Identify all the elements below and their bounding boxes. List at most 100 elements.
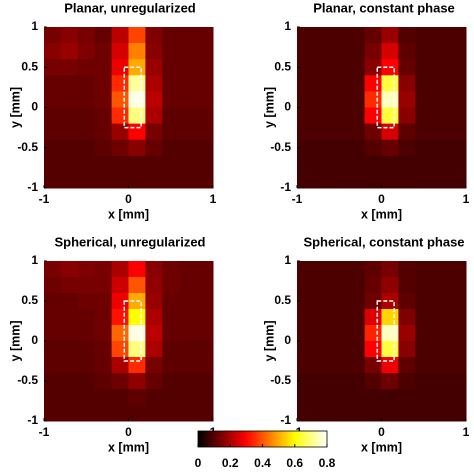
heatmap-cell <box>196 293 214 310</box>
heatmap-cell <box>381 171 399 189</box>
heatmap-cell <box>449 325 467 342</box>
heatmap-cell <box>44 59 62 76</box>
heatmap-cell <box>60 123 79 141</box>
heatmap-cell <box>449 123 467 141</box>
heatmap-cell <box>398 293 416 310</box>
heatmap-cell <box>347 325 366 342</box>
heatmap-cell <box>347 309 366 326</box>
roi-box <box>123 300 142 362</box>
y-tick-label: -0.5 <box>270 373 291 387</box>
heatmap-cell <box>398 59 416 76</box>
heatmap-cell <box>381 107 399 125</box>
heatmap-cell <box>381 43 399 60</box>
heatmap-cell <box>145 123 163 141</box>
heatmap-cell <box>196 107 214 125</box>
x-tick-label: 0 <box>378 192 385 206</box>
heatmap-cell <box>162 139 180 157</box>
heatmap-cell <box>398 107 416 125</box>
heatmap-cell <box>94 389 113 406</box>
heatmap-cell <box>128 123 146 141</box>
heatmap-cell <box>398 261 416 278</box>
heatmap-cell <box>297 27 315 44</box>
heatmap-cell <box>381 139 399 157</box>
heatmap-cell <box>44 171 62 189</box>
heatmap-cell <box>347 389 366 406</box>
heatmap-cell <box>44 107 62 125</box>
heatmap-cell <box>398 155 416 173</box>
y-tick-label: 1 <box>31 19 38 33</box>
heatmap-cell <box>44 277 62 294</box>
heatmap-cell <box>162 123 180 141</box>
heatmap-cell <box>111 405 129 422</box>
heatmap-cell <box>44 27 62 44</box>
heatmap-cell <box>145 91 163 108</box>
heatmap-cell <box>449 171 467 189</box>
heatmap-cell <box>145 277 163 294</box>
heatmap-cell <box>44 261 62 278</box>
heatmap-cell <box>297 75 315 92</box>
heatmap-cell <box>111 27 129 44</box>
heatmap-cell <box>94 261 113 278</box>
heatmap-cell <box>77 261 96 278</box>
heatmap-cell <box>111 139 129 157</box>
heatmap-cell <box>364 75 382 92</box>
heatmap-cell <box>77 357 96 374</box>
colorbar-tick-label: 0.6 <box>286 456 303 470</box>
heatmap-cell <box>77 341 96 358</box>
heatmap-cell <box>60 43 79 60</box>
heatmap-cell <box>44 293 62 310</box>
heatmap-cell <box>415 59 433 76</box>
heatmap-cell <box>145 293 163 310</box>
heatmap-cell <box>145 389 163 406</box>
heatmap-cell <box>94 123 113 141</box>
heatmap-cell <box>196 171 214 189</box>
heatmap-cell <box>347 405 366 422</box>
heatmap-cell <box>297 139 315 157</box>
heatmap-cell <box>179 139 197 157</box>
heatmap-cell <box>432 373 450 390</box>
heatmap-cell <box>60 277 79 294</box>
heatmap-cell <box>94 293 113 310</box>
heatmap-cell <box>313 155 332 173</box>
heatmap-cell <box>60 27 79 44</box>
heatmap-cell <box>347 75 366 92</box>
heatmap-cell <box>111 43 129 60</box>
heatmap-cell <box>145 59 163 76</box>
y-tick-label: 0 <box>31 333 38 347</box>
heatmap-cell <box>398 277 416 294</box>
heatmap-cell <box>313 171 332 189</box>
heatmap-cell <box>449 139 467 157</box>
heatmap-cell <box>330 389 349 406</box>
heatmap-cell <box>364 389 382 406</box>
heatmap-cell <box>297 325 315 342</box>
heatmap-cell <box>162 43 180 60</box>
heatmap-cell <box>364 123 382 141</box>
heatmap-cell <box>145 373 163 390</box>
heatmap-cell <box>128 107 146 125</box>
heatmap-cell <box>128 277 146 294</box>
heatmap-cell <box>162 171 180 189</box>
heatmap-cell <box>364 155 382 173</box>
heatmap-cell <box>77 277 96 294</box>
y-tick-label: -0.5 <box>17 373 38 387</box>
heatmap-cell <box>449 357 467 374</box>
heatmap-cell <box>381 27 399 44</box>
heatmap-cell <box>196 123 214 141</box>
heatmap-cell <box>415 171 433 189</box>
heatmap-cell <box>297 123 315 141</box>
heatmap-cell <box>432 91 450 108</box>
heatmap-cell <box>77 139 96 157</box>
heatmap-cell <box>77 91 96 108</box>
heatmap-cell <box>94 405 113 422</box>
heatmap-cell <box>398 171 416 189</box>
heatmap-cell <box>381 389 399 406</box>
colorbar-tick-label: 0 <box>195 456 202 470</box>
heatmap-cell <box>347 171 366 189</box>
heatmap-cell <box>111 155 129 173</box>
heatmap-cell <box>347 27 366 44</box>
heatmap-cell <box>44 75 62 92</box>
heatmap-cell <box>313 293 332 310</box>
heatmap-cell <box>111 389 129 406</box>
x-tick-label: 0 <box>125 425 132 439</box>
